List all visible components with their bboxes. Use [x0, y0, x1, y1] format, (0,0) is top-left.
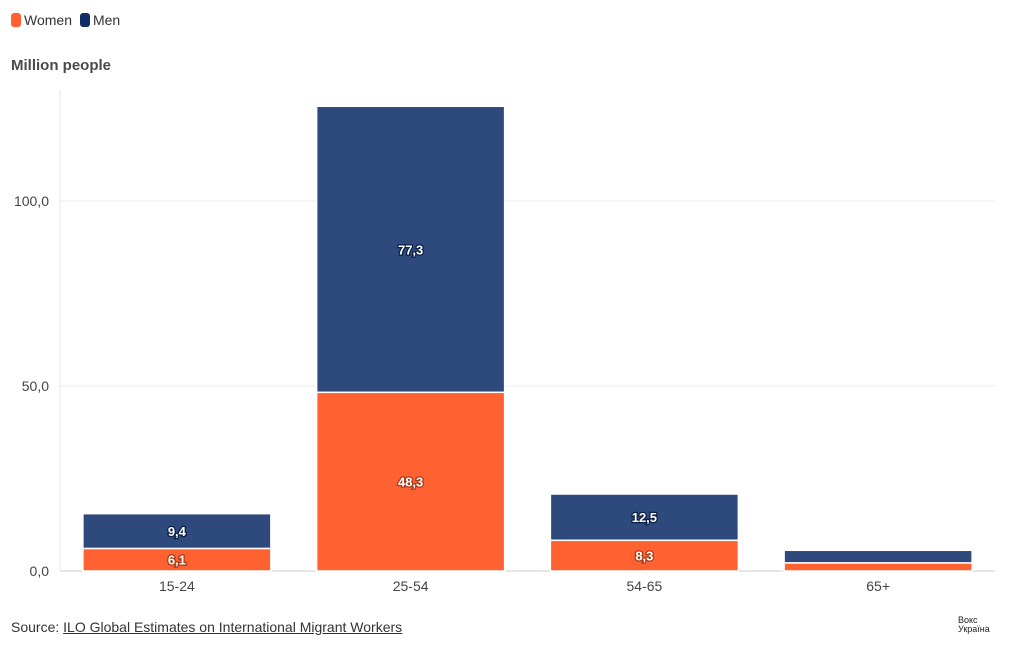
legend-item-men[interactable]: Men: [79, 12, 121, 28]
bar-men[interactable]: [549, 493, 740, 542]
y-axis-title: Million people: [11, 57, 111, 74]
bar-men[interactable]: [783, 549, 973, 564]
bar-men[interactable]: [82, 512, 272, 550]
legend-label: Men: [92, 12, 121, 28]
legend-item-women[interactable]: Women: [11, 12, 72, 28]
bar-men[interactable]: [315, 105, 506, 394]
data-label: 6,1: [168, 553, 186, 568]
x-tick-label: 54-65: [626, 578, 662, 594]
legend-label: Women: [24, 12, 72, 28]
y-tick-label: 50,0: [22, 378, 49, 394]
x-tick-label: 65+: [866, 578, 890, 594]
data-label: 77,3: [398, 242, 423, 257]
men-swatch: [79, 13, 90, 27]
data-label: 9,4: [168, 524, 187, 539]
logo-line: Україна: [958, 624, 990, 634]
source-prefix: Source:: [11, 619, 64, 635]
data-label: 8,3: [635, 549, 653, 564]
data-label: 48,3: [398, 475, 423, 490]
y-tick-label: 100,0: [14, 193, 49, 209]
y-tick-label: 0,0: [30, 563, 50, 579]
bar-women[interactable]: [783, 562, 973, 572]
legend: Women Men: [11, 12, 120, 28]
data-label: 12,5: [632, 510, 657, 525]
bar-women[interactable]: [315, 391, 506, 572]
women-swatch: [11, 13, 21, 27]
source-link[interactable]: ILO Global Estimates on International Mi…: [63, 619, 403, 635]
logo-line: Вокс: [958, 615, 978, 625]
bar-women[interactable]: [549, 539, 740, 572]
source: Source: ILO Global Estimates on Internat…: [11, 619, 402, 635]
x-tick-label: 15-24: [159, 578, 195, 594]
logo: Вокс Україна: [958, 616, 990, 634]
x-tick-label: 25-54: [393, 578, 429, 594]
